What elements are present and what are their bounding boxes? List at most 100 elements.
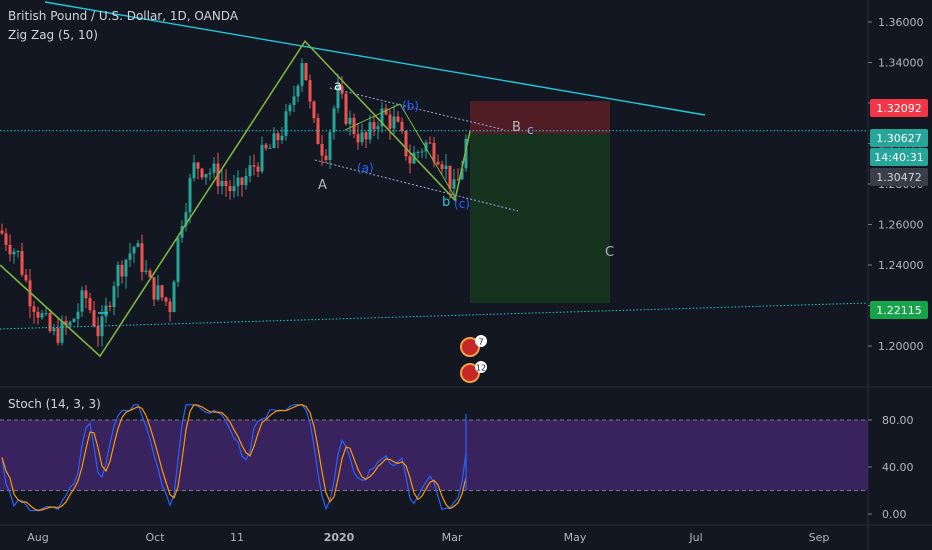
time-tick-label: Oct <box>145 531 165 544</box>
stoch-tick-label: 0.00 <box>882 508 907 521</box>
candle-body <box>56 328 60 343</box>
candle <box>88 292 92 314</box>
candle <box>124 258 128 289</box>
candle <box>368 114 372 144</box>
candle-body <box>224 180 228 187</box>
candle <box>136 240 140 248</box>
candle-body <box>332 108 336 133</box>
stoch-band <box>0 420 868 491</box>
candle-body <box>20 251 24 275</box>
candle <box>452 169 456 198</box>
candle <box>224 169 228 197</box>
symbol-title[interactable]: British Pound / U.S. Dollar, 1D, OANDA <box>8 9 239 23</box>
candle <box>8 234 12 262</box>
candle <box>456 168 460 181</box>
price-tick-label: 1.36000 <box>878 16 924 29</box>
price-tick-label: 1.24000 <box>878 259 924 272</box>
event-icons[interactable]: 7 12 <box>460 335 487 383</box>
zigzag-legend[interactable]: Zig Zag (5, 10) <box>8 28 98 42</box>
candle <box>104 297 108 324</box>
candle-body <box>444 165 448 170</box>
candle <box>372 115 376 137</box>
wave-labels: a Ab cB C (a) (b) (c) <box>318 79 614 260</box>
time-tick-label: Aug <box>27 531 48 544</box>
candle-body <box>204 174 208 178</box>
candle-body <box>12 251 16 255</box>
wave-line-a <box>344 103 401 131</box>
badge-label: 1.30627 <box>876 132 922 145</box>
candle <box>208 168 212 181</box>
candle-body <box>0 230 4 234</box>
candle-body <box>356 134 360 143</box>
candle-body <box>84 290 88 299</box>
candle <box>288 102 292 116</box>
candle-body <box>312 101 316 119</box>
stoch-k-line <box>1 404 467 512</box>
candle <box>152 276 156 306</box>
candle <box>300 58 304 93</box>
candle <box>420 148 424 159</box>
candle-body <box>24 274 28 281</box>
flag-icon <box>460 337 480 357</box>
candle-body <box>428 142 432 144</box>
candle <box>392 105 396 135</box>
candle <box>440 160 444 175</box>
candle-body <box>212 163 216 173</box>
candle <box>32 300 36 324</box>
candle <box>36 306 40 325</box>
price-tick-label: 1.20000 <box>878 340 924 353</box>
candle <box>0 223 4 235</box>
candle-body <box>272 133 276 148</box>
candle <box>76 303 80 327</box>
candle <box>60 315 64 346</box>
candle-body <box>296 85 300 97</box>
candle <box>128 242 132 267</box>
candle <box>332 105 336 140</box>
candle-body <box>104 305 108 317</box>
candle <box>188 174 192 224</box>
candle-body <box>320 143 324 156</box>
candle <box>92 301 96 328</box>
candle-body <box>196 162 200 169</box>
candle-body <box>188 178 192 213</box>
candle-body <box>388 114 392 129</box>
event-flag-icon[interactable]: 12 <box>460 361 487 383</box>
candle <box>428 136 432 145</box>
badge-label: 1.32092 <box>876 102 922 115</box>
badge-label: 1.30472 <box>876 171 922 184</box>
candle <box>404 130 408 161</box>
candle <box>44 307 48 317</box>
lower-trendline <box>0 302 869 330</box>
candle-body <box>160 285 164 298</box>
candle-body <box>368 122 372 140</box>
candle-body <box>292 96 296 106</box>
candle <box>384 103 388 116</box>
wave-label: a <box>334 79 342 94</box>
candle-body <box>324 155 328 161</box>
candle <box>192 154 196 182</box>
stoch-legend[interactable]: Stoch (14, 3, 3) <box>8 397 101 411</box>
candle <box>312 100 316 124</box>
candle-body <box>36 311 40 318</box>
candle <box>232 175 236 198</box>
candle-body <box>256 166 260 172</box>
candle-body <box>252 165 256 167</box>
event-flag-icon[interactable]: 7 <box>460 335 487 357</box>
candle-body <box>284 111 288 136</box>
candle-body <box>68 322 72 326</box>
wave-label-blue: (c) <box>454 197 470 211</box>
candle-body <box>156 285 160 300</box>
candle-body <box>336 85 340 109</box>
candle <box>164 296 168 307</box>
candle-body <box>392 116 396 129</box>
candle <box>252 154 256 176</box>
candle <box>56 316 60 346</box>
stoch-tick-label: 80.00 <box>882 414 914 427</box>
candle <box>356 122 360 150</box>
stop-loss-zone <box>470 101 610 134</box>
candle <box>320 135 324 167</box>
candle <box>20 242 24 277</box>
candle-body <box>460 168 464 180</box>
candle <box>360 123 364 146</box>
